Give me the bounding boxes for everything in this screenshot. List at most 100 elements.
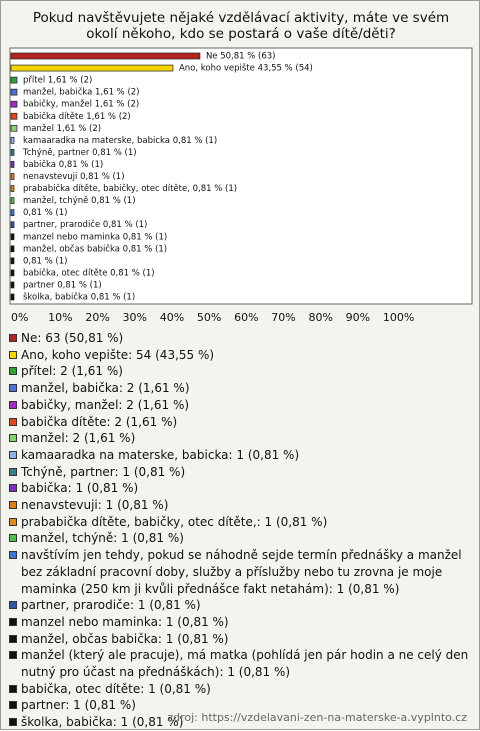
legend-label: babička, otec dítěte: 1 (0,81 %) bbox=[21, 681, 211, 696]
legend-label: nenavstevuji: 1 (0,81 %) bbox=[21, 498, 169, 513]
legend-swatch bbox=[9, 484, 17, 493]
legend-item: partner, prarodiče: 1 (0,81 %) bbox=[9, 597, 471, 614]
bar-label: prababička dítěte, babičky, otec dítěte,… bbox=[23, 183, 237, 194]
bar bbox=[10, 76, 18, 84]
bar bbox=[10, 112, 18, 120]
legend-swatch bbox=[9, 350, 17, 359]
legend: Ne: 63 (50,81 %) Ano, koho vepište: 54 (4… bbox=[9, 330, 471, 731]
legend-item: přítel: 2 (1,61 %) bbox=[9, 363, 471, 380]
legend-label: partner: 1 (0,81 %) bbox=[21, 698, 136, 713]
legend-swatch bbox=[9, 417, 17, 426]
legend-item: kamaaradka na materske, babicka: 1 (0,81… bbox=[9, 447, 471, 464]
bar-label: babičky, manžel 1,61 % (2) bbox=[23, 99, 139, 110]
bar bbox=[10, 269, 15, 277]
legend-item: babička: 1 (0,81 %) bbox=[9, 480, 471, 497]
legend-label: Tchýně, partner: 1 (0,81 %) bbox=[21, 464, 186, 479]
legend-swatch bbox=[9, 450, 17, 459]
legend-label: školka, babička: 1 (0,81 %) bbox=[21, 715, 184, 730]
legend-item: manžel (který ale pracuje), má matka (po… bbox=[9, 647, 471, 680]
x-tick-label: 10% bbox=[48, 311, 72, 324]
bar-label: manzel nebo maminka 0,81 % (1) bbox=[23, 232, 167, 242]
bar-label: kamaaradka na materske, babicka 0,81 % (… bbox=[23, 136, 217, 146]
bar-label: manžel, babička 1,61 % (2) bbox=[23, 87, 140, 98]
x-tick-label: 20% bbox=[85, 311, 109, 324]
bar-label: manžel, občas babička 0,81 % (1) bbox=[23, 243, 167, 254]
bar-label: přítel 1,61 % (2) bbox=[23, 76, 92, 86]
bar-label: 0,81 % (1) bbox=[23, 256, 67, 266]
legend-item: manžel: 2 (1,61 %) bbox=[9, 430, 471, 447]
legend-item: Tchýně, partner: 1 (0,81 %) bbox=[9, 464, 471, 481]
legend-swatch bbox=[9, 400, 17, 409]
legend-swatch bbox=[9, 467, 17, 476]
legend-label: babičky, manžel: 2 (1,61 %) bbox=[21, 397, 190, 412]
bar-label: manžel, tchýně 0,81 % (1) bbox=[23, 196, 136, 206]
legend-label: navštívím jen tehdy, pokud se náhodně se… bbox=[21, 548, 462, 596]
legend-swatch bbox=[9, 334, 17, 342]
legend-item: babička dítěte: 2 (1,61 %) bbox=[9, 414, 471, 431]
legend-item: babička, otec dítěte: 1 (0,81 %) bbox=[9, 681, 471, 698]
bar bbox=[10, 137, 15, 144]
bar-label: 0,81 % (1) bbox=[23, 208, 67, 218]
x-tick-label: 60% bbox=[234, 311, 258, 324]
plot-area bbox=[9, 47, 473, 305]
legend-swatch bbox=[9, 684, 17, 693]
legend-swatch bbox=[9, 434, 17, 443]
bar bbox=[10, 197, 15, 204]
legend-label: partner, prarodiče: 1 (0,81 %) bbox=[21, 598, 201, 613]
legend-label: manžel, občas babička: 1 (0,81 %) bbox=[21, 631, 229, 646]
bar bbox=[10, 185, 15, 192]
x-tick-label: 50% bbox=[197, 311, 221, 324]
bar-label: Ne 50,81 % (63) bbox=[206, 52, 276, 62]
bar bbox=[10, 149, 15, 156]
bar bbox=[10, 173, 15, 180]
bar-label: partner, prarodiče 0,81 % (1) bbox=[23, 219, 147, 230]
bar-label: manžel 1,61 % (2) bbox=[23, 124, 101, 134]
bar-label: nenavstevuji 0,81 % (1) bbox=[23, 172, 125, 182]
legend-item: manzel nebo maminka: 1 (0,81 %) bbox=[9, 614, 471, 631]
legend-label: Ne: 63 (50,81 %) bbox=[21, 331, 124, 345]
legend-label: prababička dítěte, babičky, otec dítěte,… bbox=[21, 514, 328, 529]
bar bbox=[10, 64, 174, 72]
legend-swatch bbox=[9, 551, 17, 560]
legend-label: babička dítěte: 2 (1,61 %) bbox=[21, 414, 178, 429]
x-tick-label: 30% bbox=[123, 311, 147, 324]
legend-label: Ano, koho vepište: 54 (43,55 %) bbox=[21, 347, 215, 362]
legend-item: manžel, babička: 2 (1,61 %) bbox=[9, 380, 471, 397]
legend-swatch bbox=[9, 517, 17, 526]
bar-label: babička, otec dítěte 0,81 % (1) bbox=[23, 267, 155, 278]
x-tick-label: 0% bbox=[11, 311, 28, 324]
bar bbox=[10, 221, 15, 229]
bar bbox=[10, 161, 15, 168]
bar bbox=[10, 124, 18, 132]
source: zdroj: https://vzdelavani-zen-na-matersk… bbox=[167, 711, 467, 724]
legend-item: Ano, koho vepište: 54 (43,55 %) bbox=[9, 347, 471, 364]
bar-label: Ano, koho vepište 43,55 % (54) bbox=[179, 63, 313, 74]
legend-swatch bbox=[9, 617, 17, 626]
legend-item: manžel, občas babička: 1 (0,81 %) bbox=[9, 631, 471, 648]
legend-swatch bbox=[9, 384, 17, 393]
legend-item: manžel, tchýně: 1 (0,81 %) bbox=[9, 530, 471, 547]
x-tick-label: 80% bbox=[308, 311, 332, 324]
legend-label: manžel, babička: 2 (1,61 %) bbox=[21, 381, 190, 396]
bar bbox=[10, 245, 15, 253]
legend-swatch bbox=[9, 634, 17, 643]
legend-item: navštívím jen tehdy, pokud se náhodně se… bbox=[9, 547, 471, 597]
legend-label: manžel (který ale pracuje), má matka (po… bbox=[21, 648, 469, 680]
x-tick-label: 100% bbox=[383, 311, 414, 324]
legend-item: školka, babička: 1 (0,81 %) bbox=[9, 714, 471, 731]
legend-label: kamaaradka na materske, babicka: 1 (0,81… bbox=[21, 447, 300, 462]
bar-label: babička dítěte 1,61 % (2) bbox=[23, 111, 131, 122]
legend-swatch bbox=[9, 367, 17, 376]
bar bbox=[10, 88, 18, 96]
legend-item: partner: 1 (0,81 %) bbox=[9, 697, 471, 714]
bar-label: Tchýně, partner 0,81 % (1) bbox=[22, 148, 137, 158]
legend-label: manžel: 2 (1,61 %) bbox=[21, 431, 136, 446]
x-tick-label: 70% bbox=[271, 311, 295, 324]
bar bbox=[10, 100, 18, 108]
legend-item: nenavstevuji: 1 (0,81 %) bbox=[9, 497, 471, 514]
legend-swatch bbox=[9, 501, 17, 510]
legend-label: babička: 1 (0,81 %) bbox=[21, 481, 139, 496]
bar-label: partner 0,81 % (1) bbox=[23, 280, 102, 290]
legend-label: manzel nebo maminka: 1 (0,81 %) bbox=[21, 614, 229, 629]
